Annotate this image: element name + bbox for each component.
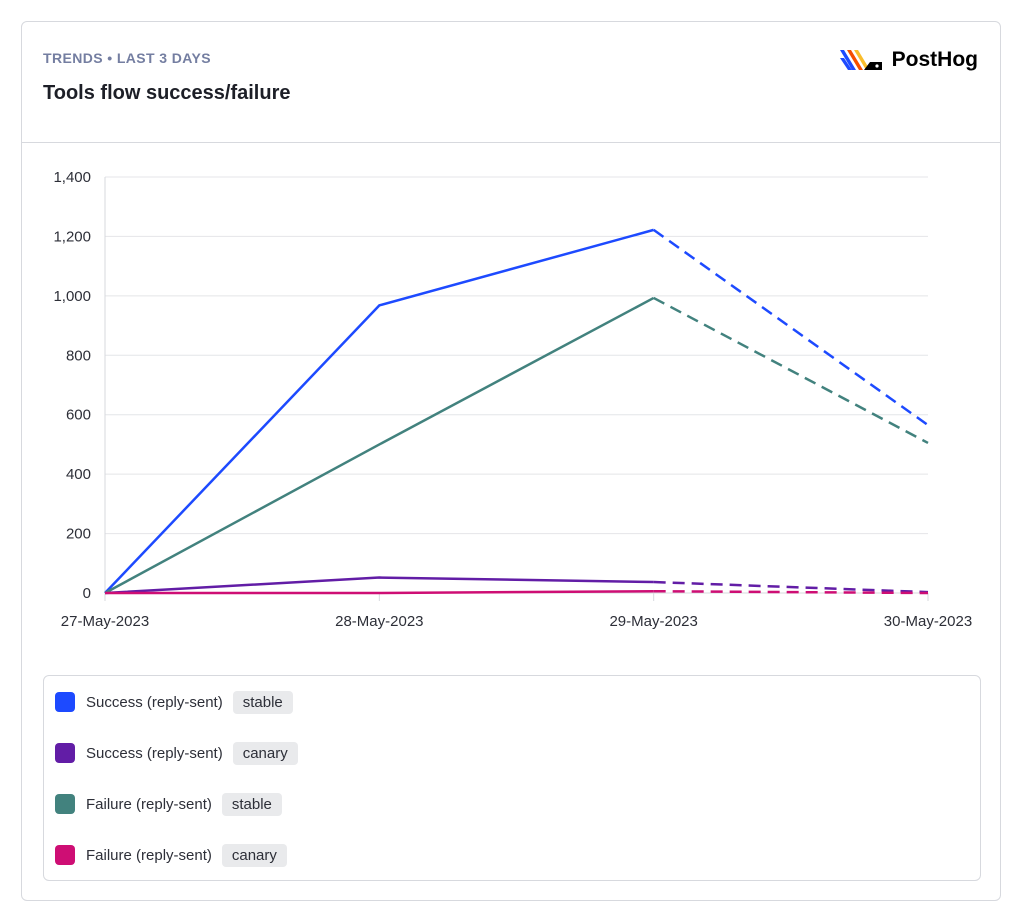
series-line-1 (104, 576, 654, 595)
x-tick-label: 28-May-2023 (335, 613, 423, 630)
y-tick-label: 1,400 (53, 169, 91, 186)
legend-label: Failure (reply-sent) (86, 846, 212, 864)
card-header: TRENDS • LAST 3 DAYS Tools flow success/… (22, 22, 1000, 143)
y-tick-label: 200 (66, 526, 91, 543)
legend-item[interactable]: Success (reply-sent) stable (55, 690, 293, 714)
posthog-logo-icon (839, 50, 882, 70)
brand-name: PostHog (891, 48, 978, 71)
legend-label: Success (reply-sent) (86, 693, 223, 711)
breakdown-tag: canary (232, 741, 298, 765)
legend-label: Failure (reply-sent) (86, 795, 212, 813)
series-line-3 (105, 589, 654, 595)
y-tick-label: 0 (83, 585, 91, 602)
series-line-0 (104, 228, 654, 594)
breakdown-tag: stable (232, 690, 293, 714)
series-incomplete-segment-3 (653, 589, 929, 595)
insight-type-label: TRENDS • LAST 3 DAYS (43, 50, 211, 66)
legend: Success (reply-sent) stable Success (reply… (43, 675, 981, 881)
y-tick-label: 800 (66, 347, 91, 364)
insight-card: TRENDS • LAST 3 DAYS Tools flow success/… (21, 21, 1001, 901)
series-incomplete-segment-0 (652, 228, 929, 427)
brand: PostHog (839, 48, 978, 72)
x-tick-label: 29-May-2023 (609, 613, 697, 630)
legend-color-swatch[interactable] (55, 794, 75, 814)
legend-label: Success (reply-sent) (86, 744, 223, 762)
y-tick-label: 1,000 (53, 288, 91, 305)
legend-item[interactable]: Failure (reply-sent) canary (55, 843, 287, 867)
legend-color-swatch[interactable] (55, 845, 75, 865)
legend-item[interactable]: Failure (reply-sent) stable (55, 792, 282, 816)
legend-color-swatch[interactable] (55, 692, 75, 712)
legend-color-swatch[interactable] (55, 743, 75, 763)
chart-area: 0 200 400 600 800 1,000 1,200 1,400 27-May-2023 2… (22, 143, 1000, 663)
y-tick-label: 400 (66, 466, 91, 483)
legend-item[interactable]: Success (reply-sent) canary (55, 741, 298, 765)
y-tick-label: 600 (66, 407, 91, 424)
insight-title[interactable]: Tools flow success/failure (43, 82, 291, 104)
series-incomplete-segment-1 (653, 580, 929, 594)
breakdown-tag: stable (221, 792, 282, 816)
x-tick-label: 30-May-2023 (884, 613, 972, 630)
y-tick-label: 1,200 (53, 228, 91, 245)
line-chart: 0 200 400 600 800 1,000 1,200 1,400 27-May-2023 2… (53, 169, 972, 630)
series-incomplete-segment-2 (653, 296, 929, 445)
breakdown-tag: canary (221, 843, 287, 867)
x-tick-label: 27-May-2023 (61, 613, 149, 630)
series-line-2 (104, 296, 655, 595)
